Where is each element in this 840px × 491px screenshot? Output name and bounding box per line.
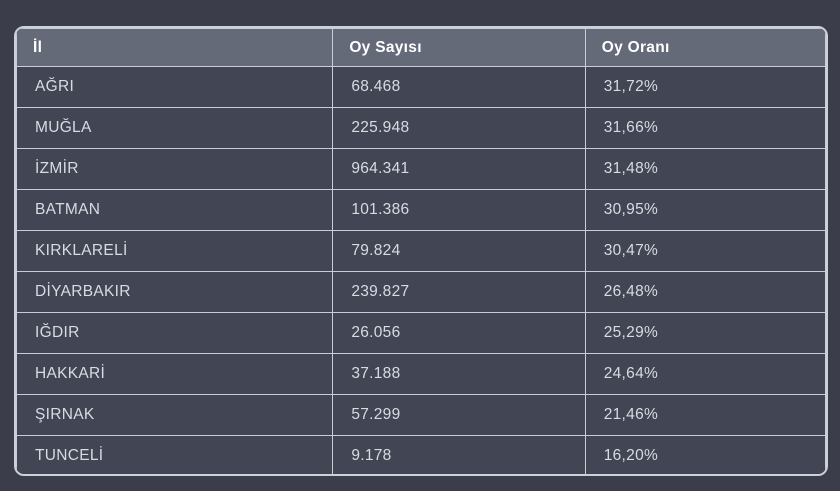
cell-oy-sayisi: 68.468 (332, 66, 586, 108)
table-row: BATMAN 101.386 30,95% (16, 189, 826, 231)
cell-oy-sayisi: 239.827 (332, 271, 586, 313)
table-row: AĞRI 68.468 31,72% (16, 66, 826, 108)
cell-oy-orani: 30,47% (584, 230, 826, 272)
election-results-table: İl Oy Sayısı Oy Oranı AĞRI 68.468 31,72%… (16, 28, 826, 474)
cell-oy-orani: 31,72% (584, 66, 826, 108)
cell-oy-orani: 30,95% (584, 189, 826, 231)
table-row: MUĞLA 225.948 31,66% (16, 107, 826, 149)
cell-oy-sayisi: 964.341 (332, 148, 586, 190)
cell-oy-sayisi: 101.386 (332, 189, 586, 231)
cell-il: MUĞLA (16, 107, 334, 149)
cell-oy-sayisi: 37.188 (332, 353, 586, 395)
cell-il: ŞIRNAK (16, 394, 334, 436)
table-row: İZMİR 964.341 31,48% (16, 148, 826, 190)
cell-il: DİYARBAKIR (16, 271, 334, 313)
table-row: KIRKLARELİ 79.824 30,47% (16, 230, 826, 272)
cell-oy-orani: 31,66% (584, 107, 826, 149)
cell-il: AĞRI (16, 66, 334, 108)
cell-il: KIRKLARELİ (16, 230, 334, 272)
table-row: ŞIRNAK 57.299 21,46% (16, 394, 826, 436)
cell-oy-sayisi: 9.178 (332, 435, 586, 474)
cell-oy-orani: 16,20% (584, 435, 826, 474)
cell-oy-orani: 24,64% (584, 353, 826, 395)
cell-oy-sayisi: 225.948 (332, 107, 586, 149)
cell-oy-orani: 25,29% (584, 312, 826, 354)
column-header-oy-orani: Oy Oranı (584, 28, 826, 67)
table-row: DİYARBAKIR 239.827 26,48% (16, 271, 826, 313)
table-row: TUNCELİ 9.178 16,20% (16, 435, 826, 474)
cell-oy-orani: 26,48% (584, 271, 826, 313)
cell-oy-orani: 21,46% (584, 394, 826, 436)
cell-oy-orani: 31,48% (584, 148, 826, 190)
cell-il: IĞDIR (16, 312, 334, 354)
election-results-table-container: İl Oy Sayısı Oy Oranı AĞRI 68.468 31,72%… (14, 26, 828, 476)
cell-oy-sayisi: 26.056 (332, 312, 586, 354)
table-row: HAKKARİ 37.188 24,64% (16, 353, 826, 395)
column-header-oy-sayisi: Oy Sayısı (332, 28, 586, 67)
cell-il: TUNCELİ (16, 435, 334, 474)
cell-il: BATMAN (16, 189, 334, 231)
column-header-il: İl (16, 28, 334, 67)
table-row: IĞDIR 26.056 25,29% (16, 312, 826, 354)
table-header-row: İl Oy Sayısı Oy Oranı (16, 28, 826, 67)
cell-oy-sayisi: 57.299 (332, 394, 586, 436)
cell-oy-sayisi: 79.824 (332, 230, 586, 272)
cell-il: HAKKARİ (16, 353, 334, 395)
cell-il: İZMİR (16, 148, 334, 190)
